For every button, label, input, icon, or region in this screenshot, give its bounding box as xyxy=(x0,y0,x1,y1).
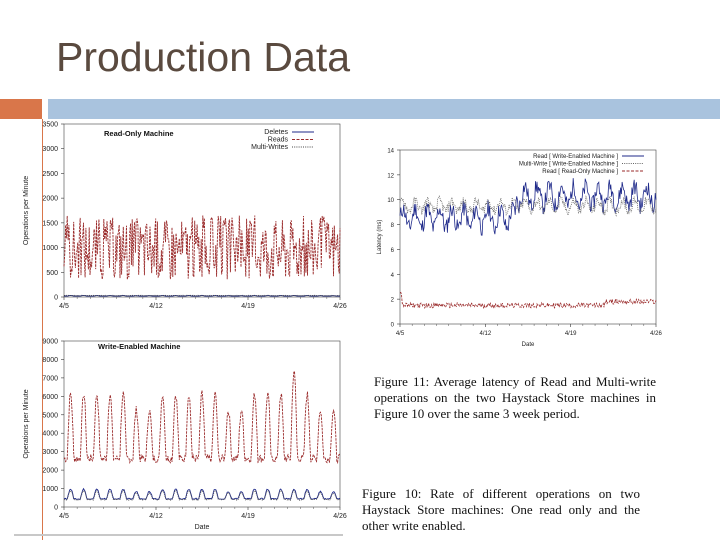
y-tick-label: 2000 xyxy=(42,196,58,203)
series-line-reads xyxy=(63,215,341,280)
x-tick-label: 4/5 xyxy=(396,331,405,337)
y-tick-label: 7000 xyxy=(42,375,58,382)
series-line-multi-writes xyxy=(63,487,341,501)
figure-10-caption: Figure 10: Rate of different operations … xyxy=(362,486,640,533)
x-tick-label: 4/12 xyxy=(149,513,163,520)
plot-frame xyxy=(63,123,341,298)
series-line-reads xyxy=(63,369,341,465)
y-tick-label: 10 xyxy=(387,198,394,204)
y-tick-label: 14 xyxy=(387,149,394,155)
y-tick-label: 2500 xyxy=(42,171,58,178)
y-tick-label: 500 xyxy=(46,270,58,277)
left-rule xyxy=(42,119,43,540)
x-tick-label: 4/26 xyxy=(333,303,347,310)
legend-label: Read [ Write-Enabled Machine ] xyxy=(533,154,618,160)
accent-bar-orange xyxy=(0,99,42,119)
x-tick-label: 4/26 xyxy=(333,513,347,520)
y-tick-label: 9000 xyxy=(42,339,58,346)
y-tick-label: 1500 xyxy=(42,220,58,227)
x-tick-label: 4/19 xyxy=(241,303,255,310)
y-tick-label: 6000 xyxy=(42,394,58,401)
slide-title: Production Data xyxy=(56,34,351,80)
write-enabled-machine-chart: 0 1000 2000 3000 4000 5000 6000 7000 8000 9000 4/5… xyxy=(23,339,347,532)
x-tick-label: 4/12 xyxy=(149,303,163,310)
y-tick-label: 2 xyxy=(391,298,395,304)
y-tick-label: 0 xyxy=(391,323,395,329)
y-axis-label: Operations per Minute xyxy=(23,176,30,245)
series-line-multi-writes xyxy=(63,294,341,297)
y-tick-label: 6 xyxy=(391,248,395,254)
legend-label: Multi-Write [ Write-Enabled Machine ] xyxy=(519,162,618,168)
plot-frame xyxy=(399,149,657,325)
plot-frame xyxy=(63,340,341,508)
accent-bar-blue xyxy=(48,99,720,119)
x-tick-label: 4/19 xyxy=(241,513,255,520)
y-tick-label: 0 xyxy=(54,295,58,302)
y-tick-label: 2000 xyxy=(42,468,58,475)
chart-title: Read-Only Machine xyxy=(104,129,174,138)
y-tick-label: 5000 xyxy=(42,412,58,419)
y-tick-label: 3500 xyxy=(42,122,58,129)
y-tick-label: 3000 xyxy=(42,146,58,153)
x-axis-label: Date xyxy=(195,524,210,531)
y-tick-label: 0 xyxy=(54,505,58,512)
x-tick-label: 4/12 xyxy=(479,331,491,337)
x-tick-label: 4/19 xyxy=(565,331,577,337)
series-line-read-write-enabled-machine xyxy=(399,178,657,236)
series-line-deletes xyxy=(63,489,341,501)
y-tick-label: 1000 xyxy=(42,245,58,252)
x-tick-label: 4/5 xyxy=(59,513,69,520)
figure-11-caption: Figure 11: Average latency of Read and M… xyxy=(374,374,656,421)
y-tick-label: 4000 xyxy=(42,431,58,438)
y-axis-label: Latency (ms) xyxy=(377,220,383,255)
legend-label: Read [ Read-Only Machine ] xyxy=(542,169,618,175)
series-line-read-read-only-machine xyxy=(399,291,657,310)
y-tick-label: 8000 xyxy=(42,357,58,364)
y-axis-label: Operations per Minute xyxy=(23,389,30,458)
slide-bottom-edge xyxy=(14,534,343,536)
y-tick-label: 8 xyxy=(391,223,395,229)
y-tick-label: 1000 xyxy=(42,486,58,493)
x-tick-label: 4/5 xyxy=(59,303,69,310)
chart-title: Write-Enabled Machine xyxy=(98,342,180,351)
x-axis-label: Date xyxy=(522,342,535,348)
legend-label: Deletes xyxy=(264,129,288,136)
latency-chart: 0 2 4 6 8 10 12 14 4/5 4/12 4/19 4/26 Date Latency (m… xyxy=(377,149,662,349)
y-tick-label: 4 xyxy=(391,273,395,279)
legend-label: Multi-Writes xyxy=(251,144,288,151)
x-tick-label: 4/26 xyxy=(650,331,662,337)
y-tick-label: 3000 xyxy=(42,449,58,456)
legend-label: Reads xyxy=(268,137,289,144)
y-tick-label: 12 xyxy=(387,173,394,179)
read-only-machine-chart: 0 500 1000 1500 2000 2500 3000 3500 4/5 4/12 4/19 4… xyxy=(23,122,347,311)
